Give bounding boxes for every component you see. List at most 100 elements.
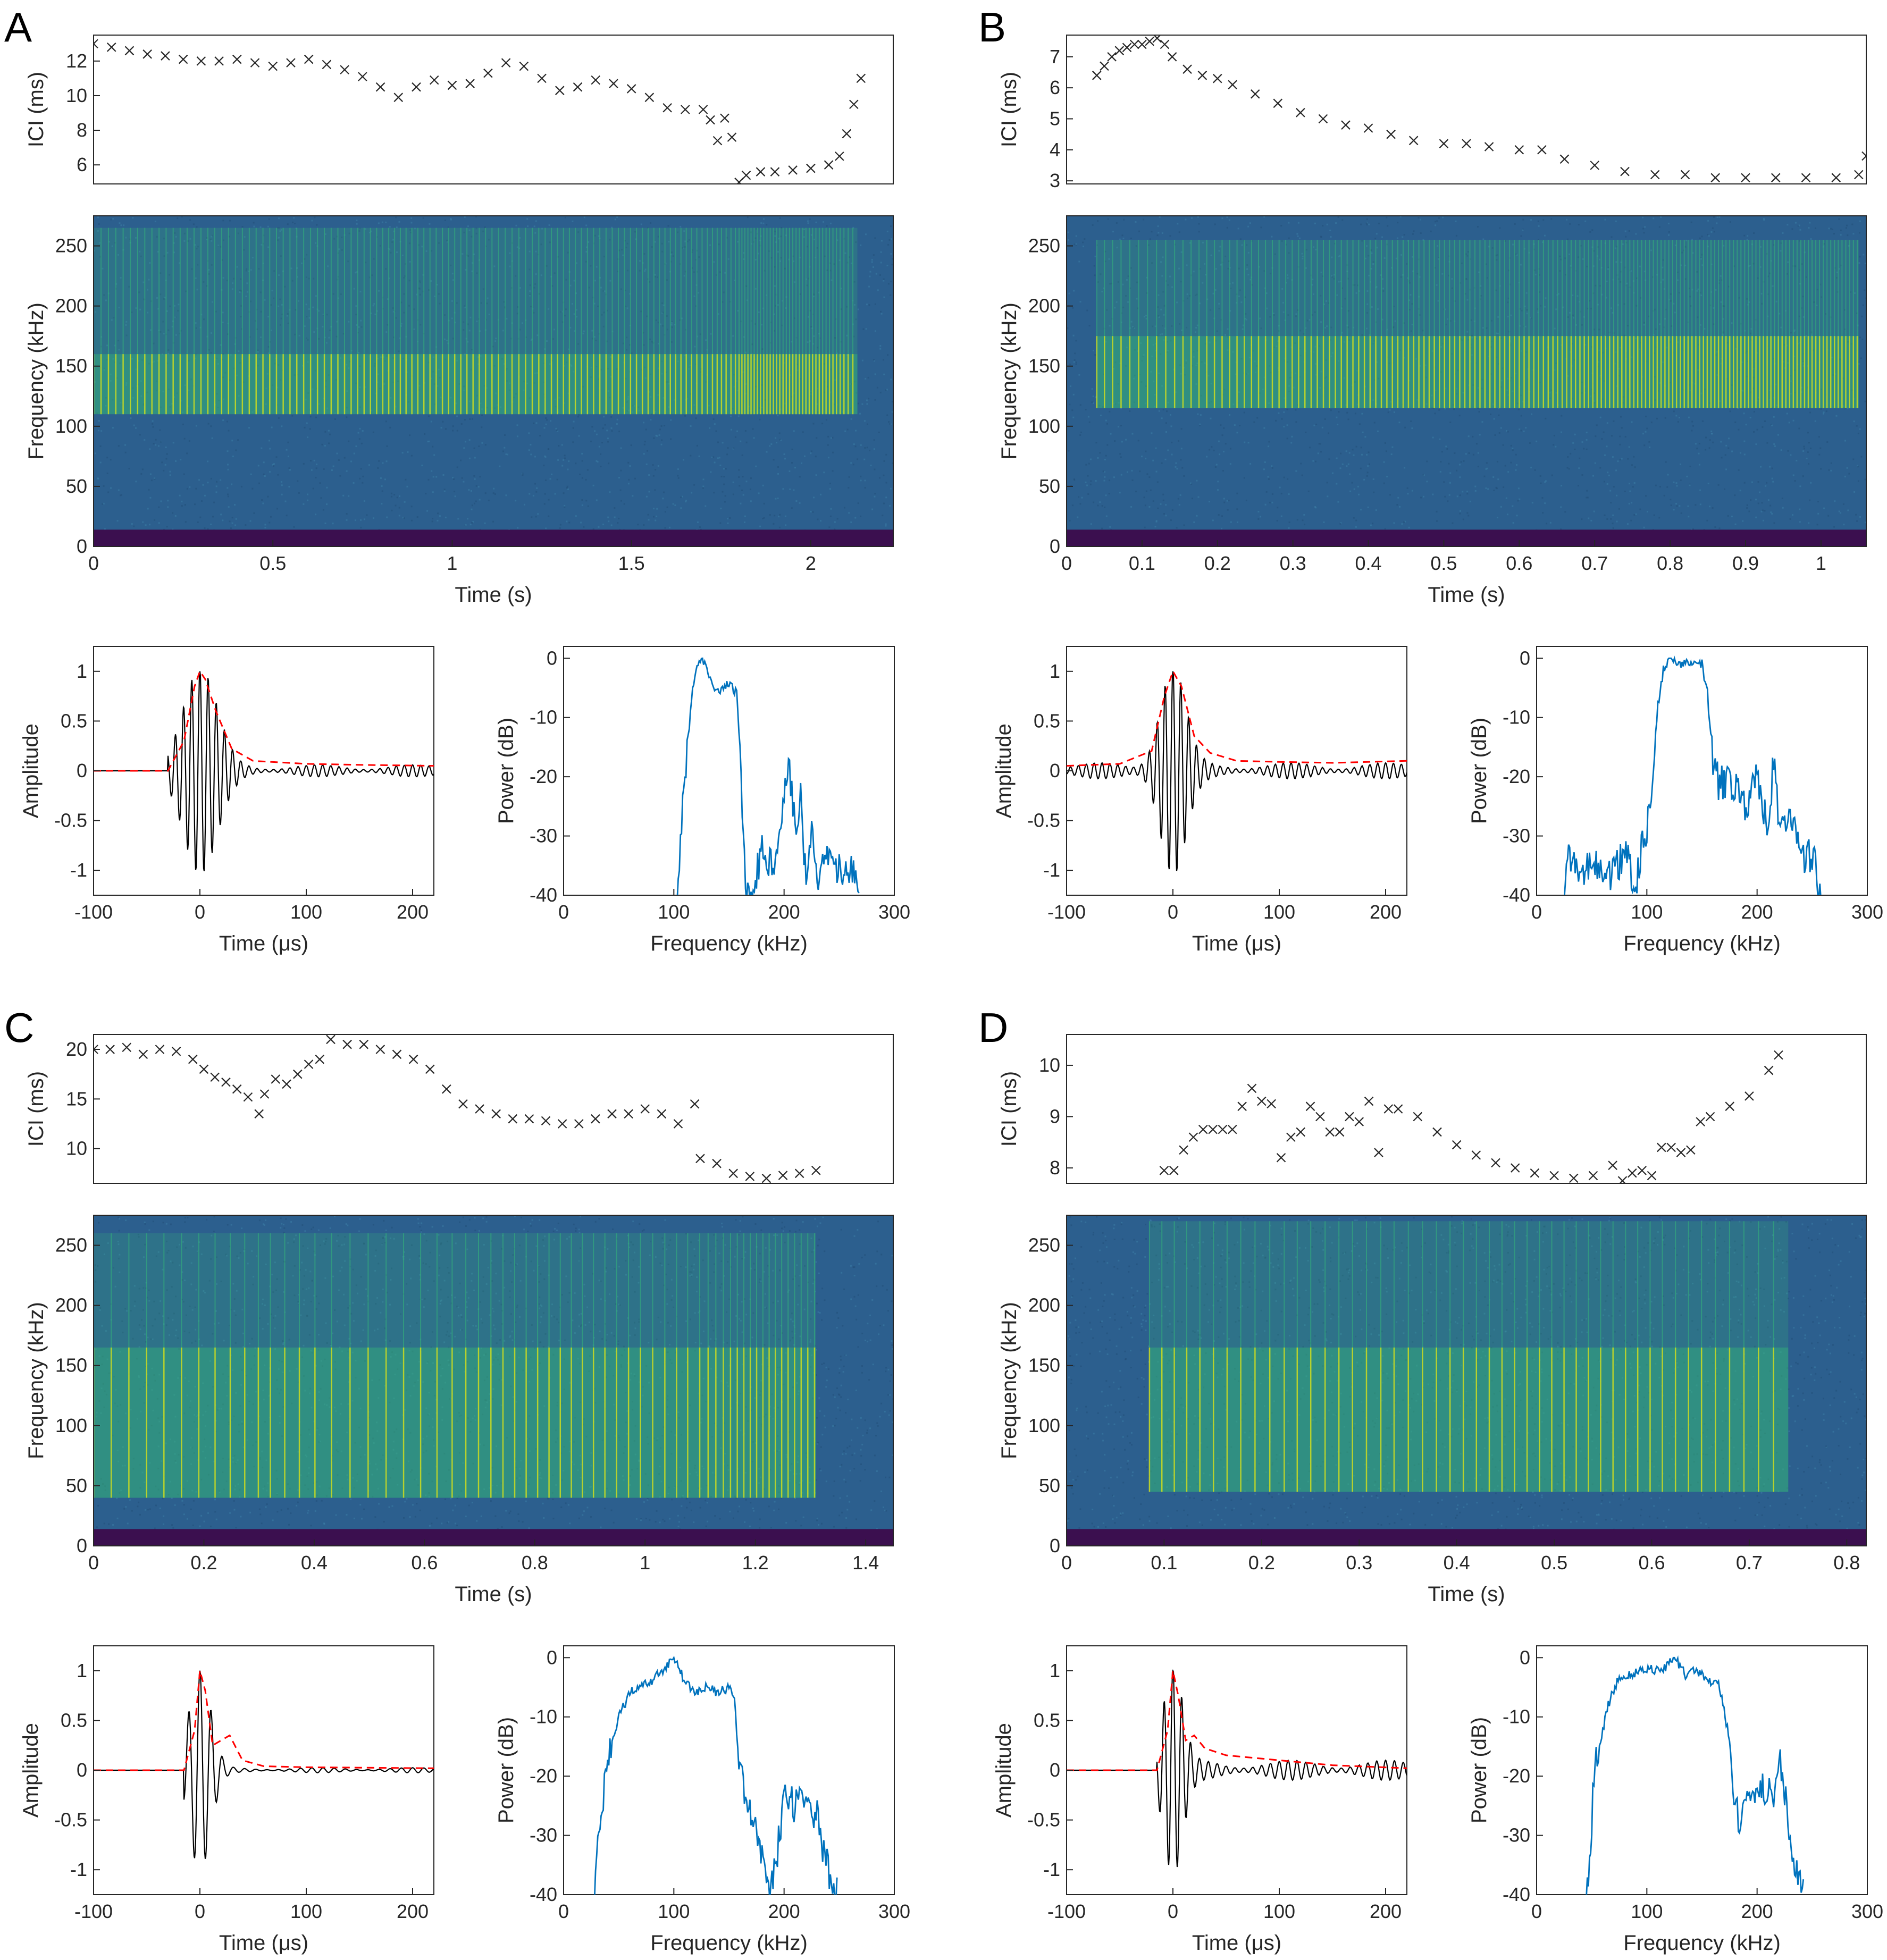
b-spec-noise <box>1504 465 1506 467</box>
a-spec-xlabel: Time (s) <box>455 583 532 607</box>
b-spec-noise <box>1626 523 1629 525</box>
a-spec-noise <box>362 482 364 484</box>
a-spec-noise <box>226 280 228 282</box>
a-spec-noise <box>723 291 725 293</box>
b-spec-noise <box>1485 263 1487 265</box>
a-spec-noise <box>773 459 775 461</box>
a-spec-noise <box>443 489 446 491</box>
a-spec-noise <box>544 493 546 495</box>
b-spec-noise <box>1530 219 1532 221</box>
b-spec-noise <box>1367 465 1369 467</box>
b-spec-noise <box>1288 237 1290 239</box>
a-spec-noise <box>445 428 447 430</box>
b-spec-noise <box>1787 224 1789 226</box>
b-spec-noise <box>1859 232 1861 234</box>
a-spec-noise <box>672 255 674 257</box>
a-spec-noise <box>182 423 184 425</box>
a-spec-noise <box>627 483 630 485</box>
a-spec-noise <box>719 465 722 467</box>
a-ici-point <box>842 129 852 139</box>
b-ici-point <box>1801 173 1811 183</box>
a-spec-noise <box>315 514 317 516</box>
b-spec-noise <box>1771 512 1773 515</box>
a-spec-noise <box>245 270 247 272</box>
a-spec-noise <box>482 230 484 232</box>
a-spec-noise <box>264 526 266 528</box>
a-spec-noise <box>482 288 484 290</box>
b-spec-noise <box>1158 232 1160 234</box>
b-spec-noise <box>1397 222 1399 224</box>
a-spec-noise <box>240 485 242 487</box>
b-spec-noise <box>1676 485 1678 487</box>
a-wave-ytick-label: 0 <box>77 760 87 781</box>
b-spec-noise <box>1833 526 1835 528</box>
a-spec-noise <box>866 304 868 306</box>
b-spec-noise <box>1326 482 1328 484</box>
a-ici-point <box>849 99 859 110</box>
b-spec-noise <box>1465 453 1467 455</box>
a-spec-noise <box>314 216 316 218</box>
b-spec-noise <box>1152 325 1154 327</box>
b-spec-noise <box>1158 294 1160 296</box>
a-spec-noise <box>799 293 801 295</box>
a-spec-noise <box>577 231 580 233</box>
a-spec-noise <box>836 352 838 355</box>
a-spec-noise <box>446 239 448 241</box>
a-spec-noise <box>866 403 868 405</box>
b-spec-noise <box>1436 520 1438 522</box>
a-spec-noise <box>817 518 819 520</box>
b-ici-ylabel: ICI (ms) <box>997 72 1021 147</box>
b-spec-noise <box>1466 512 1469 514</box>
b-spec-noise <box>1662 259 1664 261</box>
a-spec-noise <box>155 439 157 441</box>
a-spec-noise <box>846 306 848 308</box>
b-spec-noise <box>1197 216 1199 218</box>
a-spec-noise <box>741 489 743 491</box>
a-spec-noise <box>545 417 547 419</box>
b-spec-noise <box>1623 334 1625 337</box>
a-spec-noise <box>475 485 477 487</box>
b-spec-noise <box>1446 448 1448 450</box>
b-spec-noise <box>1079 301 1081 303</box>
b-spec-noise <box>1695 504 1697 506</box>
b-spec-noise <box>1799 521 1801 523</box>
a-spec-noise <box>175 334 177 336</box>
b-spec-noise <box>1270 272 1272 274</box>
a-spec-noise <box>403 277 405 279</box>
b-ici-point <box>1250 89 1260 99</box>
b-spec-noise <box>1337 501 1339 503</box>
a-spec-noise <box>173 242 175 244</box>
b-spec-noise <box>1196 324 1198 326</box>
a-spec-noise <box>630 444 632 447</box>
a-spec-noise <box>264 524 266 526</box>
a-spec-noise <box>141 468 144 470</box>
b-spec-noise <box>1127 275 1129 277</box>
a-spec-noise <box>378 290 380 292</box>
a-spec-noise <box>670 438 672 440</box>
a-spec-noise <box>410 217 413 219</box>
a-spec-noise <box>102 503 104 505</box>
b-spec-noise <box>1699 291 1701 293</box>
a-spec-noise <box>885 525 887 527</box>
a-spec-noise <box>443 338 446 340</box>
a-spec-noise <box>813 497 815 499</box>
b-spec-noise <box>1743 453 1746 456</box>
a-spec-noise <box>743 258 745 260</box>
a-spec-noise <box>289 469 291 471</box>
a-spec-noise <box>286 449 288 451</box>
a-spec-noise <box>887 283 890 285</box>
a-spec-noise <box>827 435 829 438</box>
a-spec-noise <box>534 456 536 458</box>
b-spec-noise <box>1802 316 1805 318</box>
b-ici-point <box>1559 154 1570 164</box>
a-spec-noise <box>149 524 151 526</box>
a-spec-noise <box>258 482 260 484</box>
b-spec-noise <box>1348 452 1351 454</box>
b-spec-noise <box>1522 229 1524 231</box>
a-spec-noise <box>271 290 273 292</box>
a-spec-noise <box>534 483 536 485</box>
b-spec-noise <box>1863 254 1865 256</box>
a-spec-noise <box>691 267 693 269</box>
a-spec-noise <box>855 241 857 243</box>
b-spec-noise <box>1746 298 1748 300</box>
